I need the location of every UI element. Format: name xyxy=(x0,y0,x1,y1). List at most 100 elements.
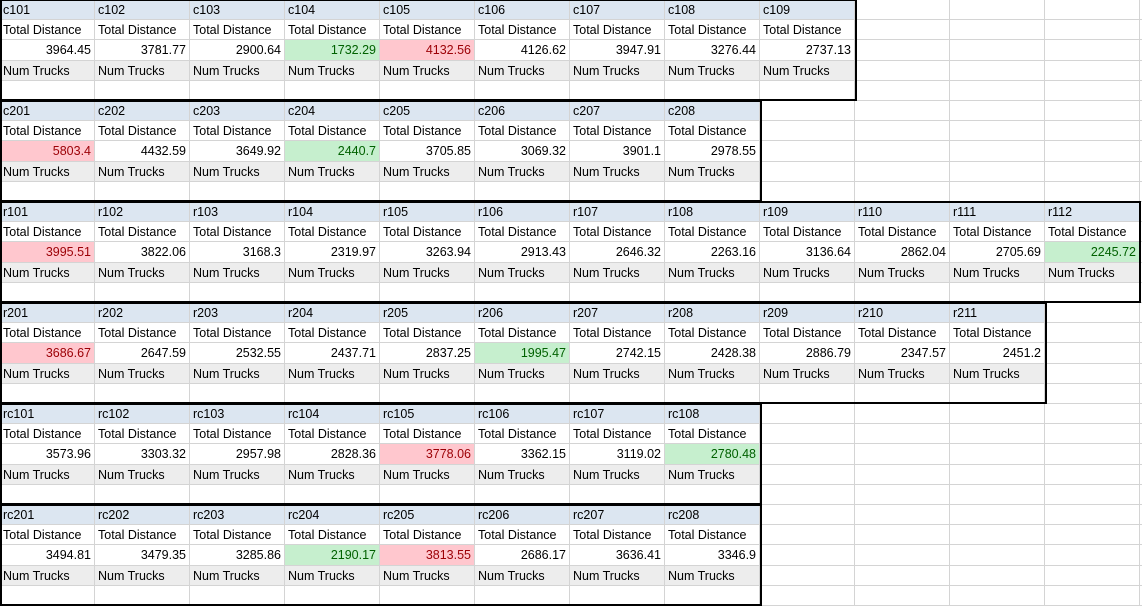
empty-cell[interactable] xyxy=(855,505,950,526)
empty-cell[interactable] xyxy=(1140,505,1142,526)
empty-cell[interactable] xyxy=(950,60,1045,81)
total-distance-label[interactable]: Total Distance xyxy=(190,121,285,142)
empty-cell[interactable] xyxy=(855,40,950,61)
empty-cell[interactable] xyxy=(1140,464,1142,485)
num-trucks-label[interactable]: Num Trucks xyxy=(285,565,380,586)
total-distance-label[interactable]: Total Distance xyxy=(570,222,665,243)
num-trucks-value[interactable] xyxy=(0,80,95,101)
total-distance-value[interactable]: 3813.55 xyxy=(380,545,475,566)
total-distance-label[interactable]: Total Distance xyxy=(380,525,475,546)
instance-name-cell[interactable]: c101 xyxy=(0,0,95,21)
empty-cell[interactable] xyxy=(855,565,950,586)
total-distance-value[interactable]: 2862.04 xyxy=(855,242,950,263)
num-trucks-label[interactable]: Num Trucks xyxy=(380,262,475,283)
num-trucks-label[interactable]: Num Trucks xyxy=(760,363,855,384)
num-trucks-label[interactable]: Num Trucks xyxy=(95,565,190,586)
total-distance-value[interactable]: 2686.17 xyxy=(475,545,570,566)
total-distance-value[interactable]: 2828.36 xyxy=(285,444,380,465)
total-distance-value[interactable]: 2532.55 xyxy=(190,343,285,364)
num-trucks-label[interactable]: Num Trucks xyxy=(95,161,190,182)
total-distance-value[interactable]: 2428.38 xyxy=(665,343,760,364)
total-distance-value[interactable]: 5803.4 xyxy=(0,141,95,162)
instance-name-cell[interactable]: rc103 xyxy=(190,404,285,425)
empty-cell[interactable] xyxy=(855,161,950,182)
num-trucks-value[interactable] xyxy=(570,80,665,101)
empty-cell[interactable] xyxy=(950,525,1045,546)
num-trucks-label[interactable]: Num Trucks xyxy=(380,464,475,485)
instance-name-cell[interactable]: r206 xyxy=(475,303,570,324)
num-trucks-label[interactable]: Num Trucks xyxy=(190,60,285,81)
total-distance-value[interactable]: 2913.43 xyxy=(475,242,570,263)
instance-name-cell[interactable]: r105 xyxy=(380,202,475,223)
num-trucks-label[interactable]: Num Trucks xyxy=(475,262,570,283)
instance-name-cell[interactable]: c201 xyxy=(0,101,95,122)
instance-name-cell[interactable]: c102 xyxy=(95,0,190,21)
empty-cell[interactable] xyxy=(1140,444,1142,465)
total-distance-label[interactable]: Total Distance xyxy=(950,323,1045,344)
num-trucks-value[interactable] xyxy=(570,282,665,303)
instance-name-cell[interactable]: r109 xyxy=(760,202,855,223)
total-distance-label[interactable]: Total Distance xyxy=(760,323,855,344)
num-trucks-label[interactable]: Num Trucks xyxy=(380,565,475,586)
num-trucks-label[interactable]: Num Trucks xyxy=(665,262,760,283)
empty-cell[interactable] xyxy=(1140,222,1142,243)
num-trucks-label[interactable]: Num Trucks xyxy=(190,464,285,485)
empty-cell[interactable] xyxy=(950,101,1045,122)
total-distance-label[interactable]: Total Distance xyxy=(475,323,570,344)
total-distance-label[interactable]: Total Distance xyxy=(475,121,570,142)
empty-cell[interactable] xyxy=(1140,101,1142,122)
empty-cell[interactable] xyxy=(1045,161,1140,182)
num-trucks-label[interactable]: Num Trucks xyxy=(475,161,570,182)
num-trucks-label[interactable]: Num Trucks xyxy=(380,161,475,182)
num-trucks-value[interactable] xyxy=(285,585,380,606)
empty-cell[interactable] xyxy=(760,505,855,526)
empty-cell[interactable] xyxy=(1140,343,1142,364)
num-trucks-value[interactable] xyxy=(475,585,570,606)
total-distance-value[interactable]: 3494.81 xyxy=(0,545,95,566)
total-distance-value[interactable]: 2437.71 xyxy=(285,343,380,364)
num-trucks-value[interactable] xyxy=(285,383,380,404)
empty-cell[interactable] xyxy=(1140,40,1142,61)
num-trucks-value[interactable] xyxy=(760,80,855,101)
total-distance-value[interactable]: 2190.17 xyxy=(285,545,380,566)
num-trucks-label[interactable]: Num Trucks xyxy=(190,262,285,283)
total-distance-label[interactable]: Total Distance xyxy=(665,20,760,41)
empty-cell[interactable] xyxy=(1045,101,1140,122)
instance-name-cell[interactable]: c106 xyxy=(475,0,570,21)
total-distance-value[interactable]: 3995.51 xyxy=(0,242,95,263)
num-trucks-label[interactable]: Num Trucks xyxy=(285,363,380,384)
empty-cell[interactable] xyxy=(855,585,950,606)
empty-cell[interactable] xyxy=(950,181,1045,202)
num-trucks-label[interactable]: Num Trucks xyxy=(1045,262,1140,283)
total-distance-value[interactable]: 3303.32 xyxy=(95,444,190,465)
empty-cell[interactable] xyxy=(1045,363,1140,384)
num-trucks-label[interactable]: Num Trucks xyxy=(190,565,285,586)
empty-cell[interactable] xyxy=(855,141,950,162)
instance-name-cell[interactable]: r102 xyxy=(95,202,190,223)
num-trucks-value[interactable] xyxy=(285,282,380,303)
total-distance-label[interactable]: Total Distance xyxy=(760,222,855,243)
total-distance-value[interactable]: 4126.62 xyxy=(475,40,570,61)
empty-cell[interactable] xyxy=(760,444,855,465)
num-trucks-value[interactable] xyxy=(475,484,570,505)
instance-name-cell[interactable]: r111 xyxy=(950,202,1045,223)
num-trucks-label[interactable]: Num Trucks xyxy=(950,262,1045,283)
empty-cell[interactable] xyxy=(855,424,950,445)
total-distance-label[interactable]: Total Distance xyxy=(190,20,285,41)
num-trucks-value[interactable] xyxy=(380,383,475,404)
total-distance-label[interactable]: Total Distance xyxy=(190,424,285,445)
instance-name-cell[interactable]: rc208 xyxy=(665,505,760,526)
num-trucks-label[interactable]: Num Trucks xyxy=(570,60,665,81)
total-distance-value[interactable]: 3686.67 xyxy=(0,343,95,364)
total-distance-label[interactable]: Total Distance xyxy=(380,222,475,243)
num-trucks-label[interactable]: Num Trucks xyxy=(570,161,665,182)
empty-cell[interactable] xyxy=(760,101,855,122)
empty-cell[interactable] xyxy=(1140,363,1142,384)
num-trucks-value[interactable] xyxy=(760,383,855,404)
empty-cell[interactable] xyxy=(950,40,1045,61)
instance-name-cell[interactable]: c109 xyxy=(760,0,855,21)
num-trucks-value[interactable] xyxy=(0,484,95,505)
num-trucks-value[interactable] xyxy=(665,80,760,101)
total-distance-label[interactable]: Total Distance xyxy=(665,222,760,243)
empty-cell[interactable] xyxy=(1045,141,1140,162)
